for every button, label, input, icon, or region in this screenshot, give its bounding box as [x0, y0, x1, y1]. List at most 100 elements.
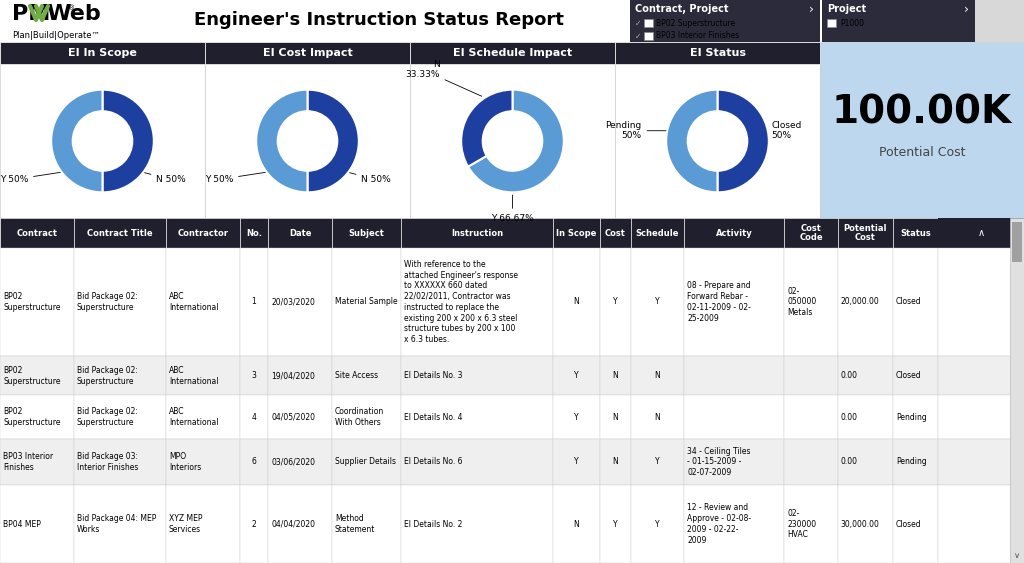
FancyBboxPatch shape: [893, 485, 938, 563]
Text: BP03 Interior Finishes: BP03 Interior Finishes: [656, 32, 739, 41]
Text: ›: ›: [964, 2, 969, 16]
FancyBboxPatch shape: [784, 218, 838, 248]
Text: ›: ›: [809, 2, 814, 16]
Text: Engineer's Instruction Status Report: Engineer's Instruction Status Report: [194, 11, 564, 29]
Text: 20,000.00: 20,000.00: [841, 297, 880, 306]
FancyBboxPatch shape: [268, 218, 332, 248]
FancyBboxPatch shape: [630, 0, 820, 42]
FancyBboxPatch shape: [631, 485, 684, 563]
FancyBboxPatch shape: [838, 395, 893, 439]
FancyBboxPatch shape: [684, 439, 784, 485]
FancyBboxPatch shape: [684, 248, 784, 356]
FancyBboxPatch shape: [553, 485, 600, 563]
FancyBboxPatch shape: [600, 218, 631, 248]
Text: N 50%: N 50%: [349, 172, 391, 184]
FancyBboxPatch shape: [600, 248, 631, 356]
Text: 2: 2: [252, 520, 256, 529]
FancyBboxPatch shape: [893, 248, 938, 356]
FancyBboxPatch shape: [838, 439, 893, 485]
Text: EI Details No. 4: EI Details No. 4: [404, 413, 463, 422]
FancyBboxPatch shape: [975, 0, 1024, 42]
Text: BP04 MEP: BP04 MEP: [3, 520, 41, 529]
FancyBboxPatch shape: [166, 356, 240, 395]
FancyBboxPatch shape: [553, 356, 600, 395]
FancyBboxPatch shape: [401, 439, 553, 485]
Text: 03/06/2020: 03/06/2020: [271, 457, 315, 466]
Text: N: N: [612, 371, 618, 380]
Text: XYZ MEP
Services: XYZ MEP Services: [169, 514, 203, 534]
Text: 4: 4: [252, 413, 256, 422]
Text: Y: Y: [574, 371, 579, 380]
Text: 30,000.00: 30,000.00: [841, 520, 880, 529]
Wedge shape: [256, 90, 307, 193]
Text: EI Details No. 2: EI Details No. 2: [404, 520, 463, 529]
Text: 02-
230000
HVAC: 02- 230000 HVAC: [787, 509, 816, 539]
FancyBboxPatch shape: [0, 485, 74, 563]
FancyBboxPatch shape: [268, 395, 332, 439]
FancyBboxPatch shape: [166, 395, 240, 439]
FancyBboxPatch shape: [240, 356, 268, 395]
Text: Contractor: Contractor: [177, 229, 228, 238]
Text: ∧: ∧: [978, 228, 984, 238]
FancyBboxPatch shape: [74, 439, 166, 485]
Wedge shape: [102, 90, 154, 193]
FancyBboxPatch shape: [838, 248, 893, 356]
Text: 100.00K: 100.00K: [831, 93, 1012, 131]
Text: P1000: P1000: [840, 19, 864, 28]
Wedge shape: [51, 90, 102, 193]
Text: Bid Package 02:
Superstructure: Bid Package 02: Superstructure: [77, 366, 137, 386]
Text: N: N: [654, 413, 660, 422]
Text: Date: Date: [289, 229, 311, 238]
FancyBboxPatch shape: [631, 439, 684, 485]
Text: BP02
Superstructure: BP02 Superstructure: [3, 366, 60, 386]
FancyBboxPatch shape: [600, 395, 631, 439]
Text: Site Access: Site Access: [335, 371, 378, 380]
FancyBboxPatch shape: [893, 395, 938, 439]
FancyBboxPatch shape: [938, 356, 1024, 395]
FancyBboxPatch shape: [240, 485, 268, 563]
Wedge shape: [468, 90, 564, 193]
Text: N: N: [573, 520, 580, 529]
FancyBboxPatch shape: [240, 218, 268, 248]
FancyBboxPatch shape: [166, 439, 240, 485]
FancyBboxPatch shape: [74, 218, 166, 248]
FancyBboxPatch shape: [600, 439, 631, 485]
FancyBboxPatch shape: [410, 64, 615, 218]
Text: 0.00: 0.00: [841, 457, 858, 466]
Text: 3: 3: [252, 371, 256, 380]
Text: Closed
50%: Closed 50%: [761, 121, 802, 140]
Text: EI Details No. 3: EI Details No. 3: [404, 371, 463, 380]
Wedge shape: [307, 90, 358, 193]
FancyBboxPatch shape: [938, 218, 1024, 248]
Text: 19/04/2020: 19/04/2020: [271, 371, 315, 380]
Text: ✓: ✓: [635, 32, 641, 41]
FancyBboxPatch shape: [268, 248, 332, 356]
FancyBboxPatch shape: [268, 356, 332, 395]
Text: N 50%: N 50%: [143, 172, 186, 184]
FancyBboxPatch shape: [1010, 218, 1024, 563]
Text: 0.00: 0.00: [841, 413, 858, 422]
Text: Closed: Closed: [896, 520, 922, 529]
FancyBboxPatch shape: [0, 248, 74, 356]
Wedge shape: [718, 90, 769, 193]
Text: ABC
International: ABC International: [169, 366, 218, 386]
Text: 1: 1: [252, 297, 256, 306]
FancyBboxPatch shape: [644, 32, 653, 40]
FancyBboxPatch shape: [0, 356, 74, 395]
Text: Plan|Build|Operate™: Plan|Build|Operate™: [12, 30, 100, 39]
FancyBboxPatch shape: [684, 485, 784, 563]
Text: Coordination
With Others: Coordination With Others: [335, 407, 384, 427]
Text: Bid Package 02:
Superstructure: Bid Package 02: Superstructure: [77, 292, 137, 312]
FancyBboxPatch shape: [74, 356, 166, 395]
FancyBboxPatch shape: [784, 439, 838, 485]
Text: With reference to the
attached Engineer's response
to XXXXXX 660 dated
22/02/201: With reference to the attached Engineer'…: [404, 260, 518, 344]
Text: Y: Y: [655, 457, 659, 466]
FancyBboxPatch shape: [820, 42, 1024, 218]
Text: ✓: ✓: [635, 19, 641, 28]
Text: Bid Package 03:
Interior Finishes: Bid Package 03: Interior Finishes: [77, 452, 138, 472]
Text: Bid Package 02:
Superstructure: Bid Package 02: Superstructure: [77, 407, 137, 427]
Text: EI Details No. 6: EI Details No. 6: [404, 457, 463, 466]
Text: Y 50%: Y 50%: [205, 172, 266, 184]
Text: Project: Project: [827, 4, 866, 14]
Text: PM: PM: [12, 4, 50, 24]
